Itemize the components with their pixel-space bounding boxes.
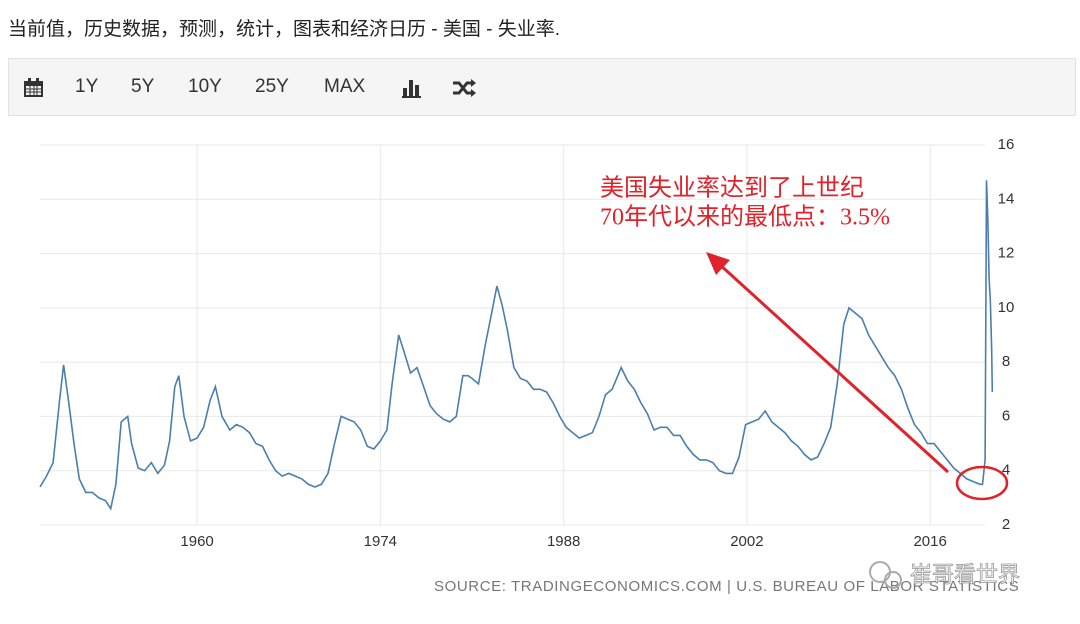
range-button[interactable]: 25Y <box>255 76 289 97</box>
compare-icon[interactable] <box>451 77 477 99</box>
toolbar: 1Y 5Y 10Y 25Y MAX <box>8 58 1076 116</box>
y-tick-label: 2 <box>1002 516 1010 533</box>
chart: 2 4 6 8 10 12 14 16 1960 1974 1988 2002 2016 美国失业率达到了… <box>39 136 1020 595</box>
page-title: 当前值，历史数据，预测，统计，图表和经济日历 - 美国 - 失业率. <box>8 19 561 40</box>
range-button[interactable]: 1Y <box>75 76 99 97</box>
y-tick-label: 14 <box>998 190 1015 207</box>
arrowhead <box>706 252 730 275</box>
x-tick-label: 2002 <box>730 533 763 550</box>
arrow <box>716 261 950 474</box>
x-tick-label: 1988 <box>547 533 580 550</box>
highlight-circle <box>955 465 1009 501</box>
calendar-icon[interactable] <box>23 77 45 99</box>
y-tick-label: 10 <box>998 299 1015 316</box>
x-tick-label: 2016 <box>913 533 946 550</box>
y-tick-label: 6 <box>1002 407 1010 424</box>
y-tick-label: 4 <box>1002 462 1010 479</box>
range-button[interactable]: 10Y <box>188 76 222 97</box>
chart-type-icon[interactable] <box>401 77 423 99</box>
range-button[interactable]: MAX <box>324 76 366 97</box>
annotation: 70年代以来的最低点：3.5% <box>600 204 890 231</box>
watermark-icon <box>884 571 902 589</box>
series-line <box>39 180 994 511</box>
range-button[interactable]: 5Y <box>131 76 155 97</box>
x-tick-label: 1960 <box>180 533 213 550</box>
y-tick-label: 12 <box>998 245 1015 262</box>
source: SOURCE: TRADINGECONOMICS.COM | U.S. BURE… <box>434 578 1019 595</box>
y-tick-label: 16 <box>998 136 1015 153</box>
watermark: 崔哥看世界 <box>910 562 1020 587</box>
y-tick-label: 8 <box>1002 353 1010 370</box>
x-tick-label: 1974 <box>364 533 397 550</box>
annotation: 美国失业率达到了上世纪 <box>600 175 864 202</box>
